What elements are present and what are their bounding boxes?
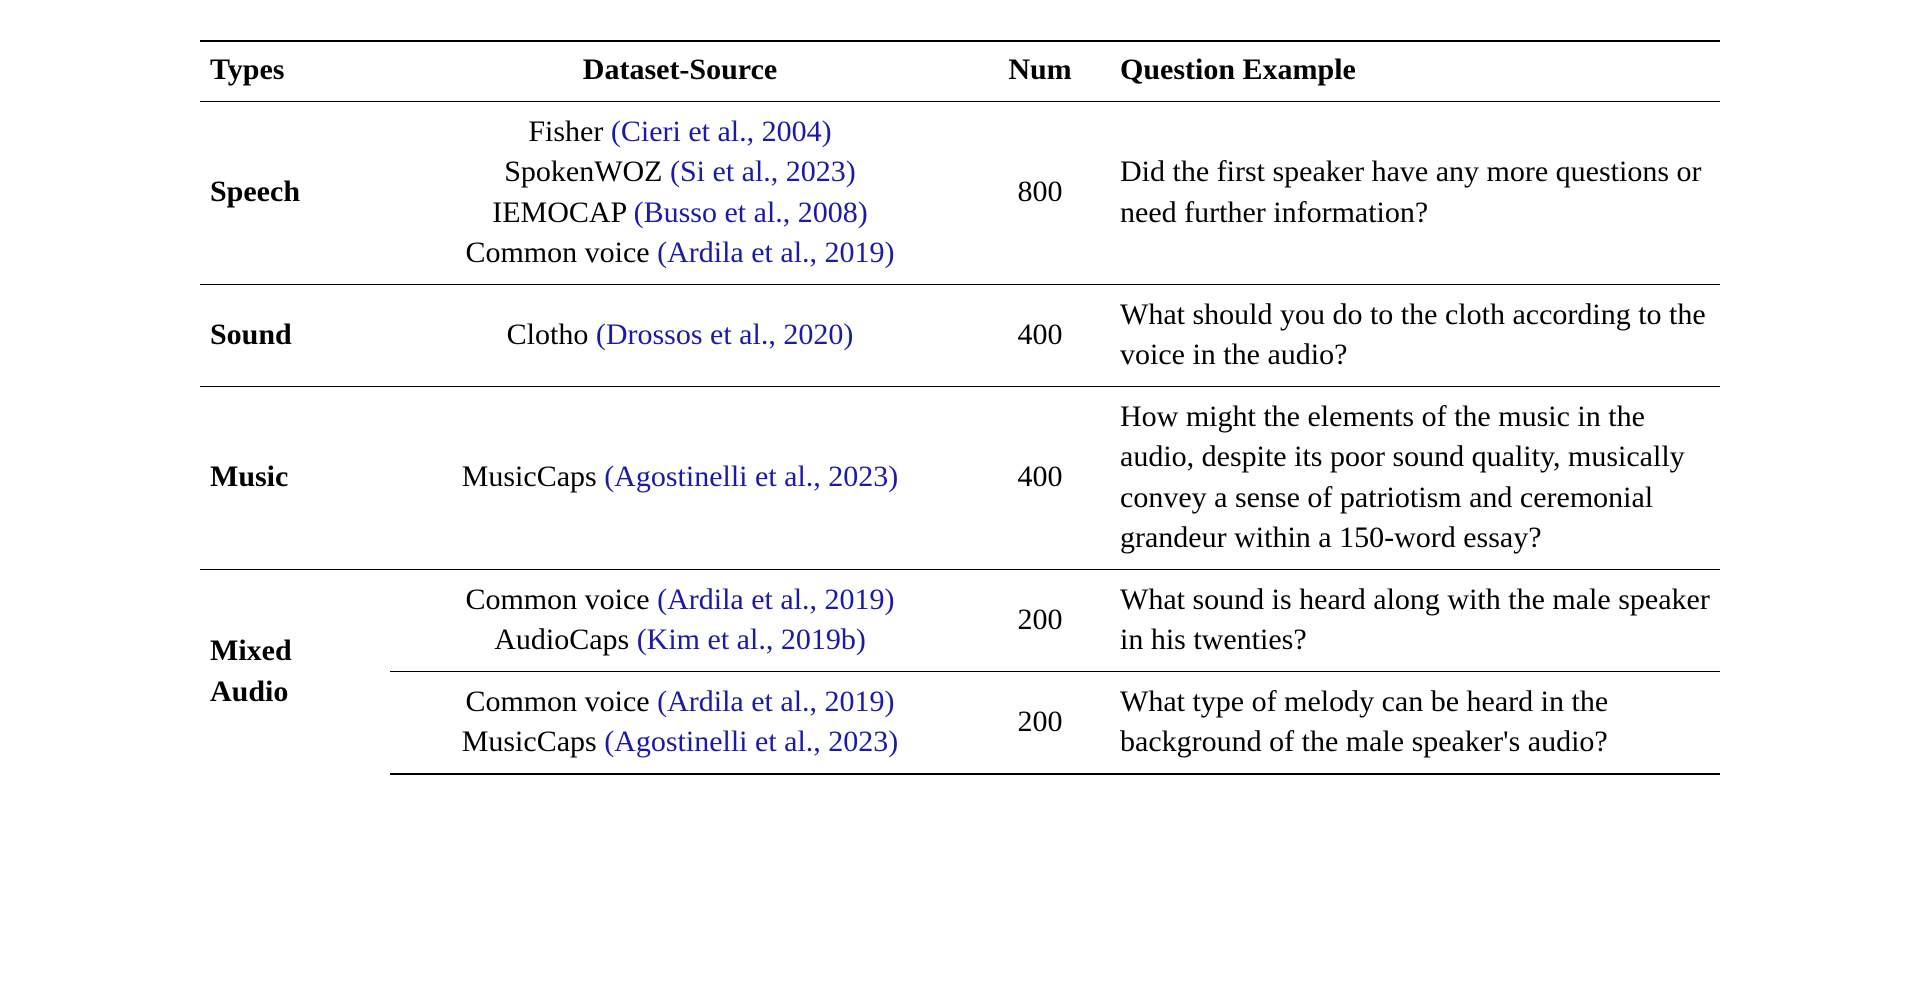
citation: (Ardila et al., 2019) bbox=[657, 583, 894, 616]
header-num: Num bbox=[970, 41, 1110, 101]
dataset-name: MusicCaps bbox=[462, 725, 605, 758]
table-row: Sound Clotho (Drossos et al., 2020) 400 … bbox=[200, 284, 1720, 386]
citation: (Cieri et al., 2004) bbox=[611, 115, 832, 148]
type-cell-group: Mixed Audio bbox=[200, 569, 390, 774]
header-dataset: Dataset-Source bbox=[390, 41, 970, 101]
num-cell: 200 bbox=[970, 671, 1110, 774]
dataset-name: Clotho bbox=[507, 318, 596, 351]
type-label: Mixed bbox=[210, 634, 292, 667]
dataset-entry: Clotho (Drossos et al., 2020) bbox=[400, 315, 960, 356]
dataset-entry: IEMOCAP (Busso et al., 2008) bbox=[400, 193, 960, 234]
dataset-entry: Common voice (Ardila et al., 2019) bbox=[400, 682, 960, 723]
num-cell: 200 bbox=[970, 569, 1110, 671]
num-cell: 400 bbox=[970, 284, 1110, 386]
dataset-name: IEMOCAP bbox=[492, 196, 633, 229]
dataset-entry: SpokenWOZ (Si et al., 2023) bbox=[400, 152, 960, 193]
dataset-table: Types Dataset-Source Num Question Exampl… bbox=[200, 40, 1720, 775]
citation: (Si et al., 2023) bbox=[670, 155, 856, 188]
dataset-entry: AudioCaps (Kim et al., 2019b) bbox=[400, 620, 960, 661]
type-cell: Sound bbox=[200, 284, 390, 386]
dataset-entry: MusicCaps (Agostinelli et al., 2023) bbox=[400, 457, 960, 498]
citation: (Agostinelli et al., 2023) bbox=[604, 460, 898, 493]
dataset-entry: Common voice (Ardila et al., 2019) bbox=[400, 233, 960, 274]
example-cell: Did the first speaker have any more ques… bbox=[1110, 101, 1720, 284]
dataset-name: Common voice bbox=[465, 236, 657, 269]
dataset-name: SpokenWOZ bbox=[504, 155, 670, 188]
type-cell: Music bbox=[200, 386, 390, 569]
table-row: Music MusicCaps (Agostinelli et al., 202… bbox=[200, 386, 1720, 569]
citation: (Busso et al., 2008) bbox=[634, 196, 868, 229]
example-cell: What should you do to the cloth accordin… bbox=[1110, 284, 1720, 386]
dataset-cell: Fisher (Cieri et al., 2004) SpokenWOZ (S… bbox=[390, 101, 970, 284]
citation: (Ardila et al., 2019) bbox=[657, 685, 894, 718]
dataset-entry: Common voice (Ardila et al., 2019) bbox=[400, 580, 960, 621]
example-cell: What type of melody can be heard in the … bbox=[1110, 671, 1720, 774]
citation: (Kim et al., 2019b) bbox=[637, 623, 866, 656]
dataset-name: Common voice bbox=[465, 685, 657, 718]
dataset-entry: MusicCaps (Agostinelli et al., 2023) bbox=[400, 722, 960, 763]
dataset-entry: Fisher (Cieri et al., 2004) bbox=[400, 112, 960, 153]
dataset-name: MusicCaps bbox=[462, 460, 605, 493]
num-cell: 400 bbox=[970, 386, 1110, 569]
dataset-cell: MusicCaps (Agostinelli et al., 2023) bbox=[390, 386, 970, 569]
citation: (Drossos et al., 2020) bbox=[596, 318, 853, 351]
header-types: Types bbox=[200, 41, 390, 101]
dataset-cell: Clotho (Drossos et al., 2020) bbox=[390, 284, 970, 386]
type-label: Audio bbox=[210, 675, 288, 708]
dataset-name: AudioCaps bbox=[494, 623, 637, 656]
dataset-cell: Common voice (Ardila et al., 2019) Audio… bbox=[390, 569, 970, 671]
dataset-cell: Common voice (Ardila et al., 2019) Music… bbox=[390, 671, 970, 774]
num-cell: 800 bbox=[970, 101, 1110, 284]
dataset-name: Common voice bbox=[465, 583, 657, 616]
table-row: Speech Fisher (Cieri et al., 2004) Spoke… bbox=[200, 101, 1720, 284]
type-cell: Speech bbox=[200, 101, 390, 284]
table-row: Common voice (Ardila et al., 2019) Music… bbox=[200, 671, 1720, 774]
table-row: Mixed Audio Common voice (Ardila et al.,… bbox=[200, 569, 1720, 671]
dataset-table-container: Types Dataset-Source Num Question Exampl… bbox=[200, 40, 1720, 775]
citation: (Agostinelli et al., 2023) bbox=[604, 725, 898, 758]
header-row: Types Dataset-Source Num Question Exampl… bbox=[200, 41, 1720, 101]
citation: (Ardila et al., 2019) bbox=[657, 236, 894, 269]
dataset-name: Fisher bbox=[528, 115, 611, 148]
header-example: Question Example bbox=[1110, 41, 1720, 101]
example-cell: How might the elements of the music in t… bbox=[1110, 386, 1720, 569]
example-cell: What sound is heard along with the male … bbox=[1110, 569, 1720, 671]
